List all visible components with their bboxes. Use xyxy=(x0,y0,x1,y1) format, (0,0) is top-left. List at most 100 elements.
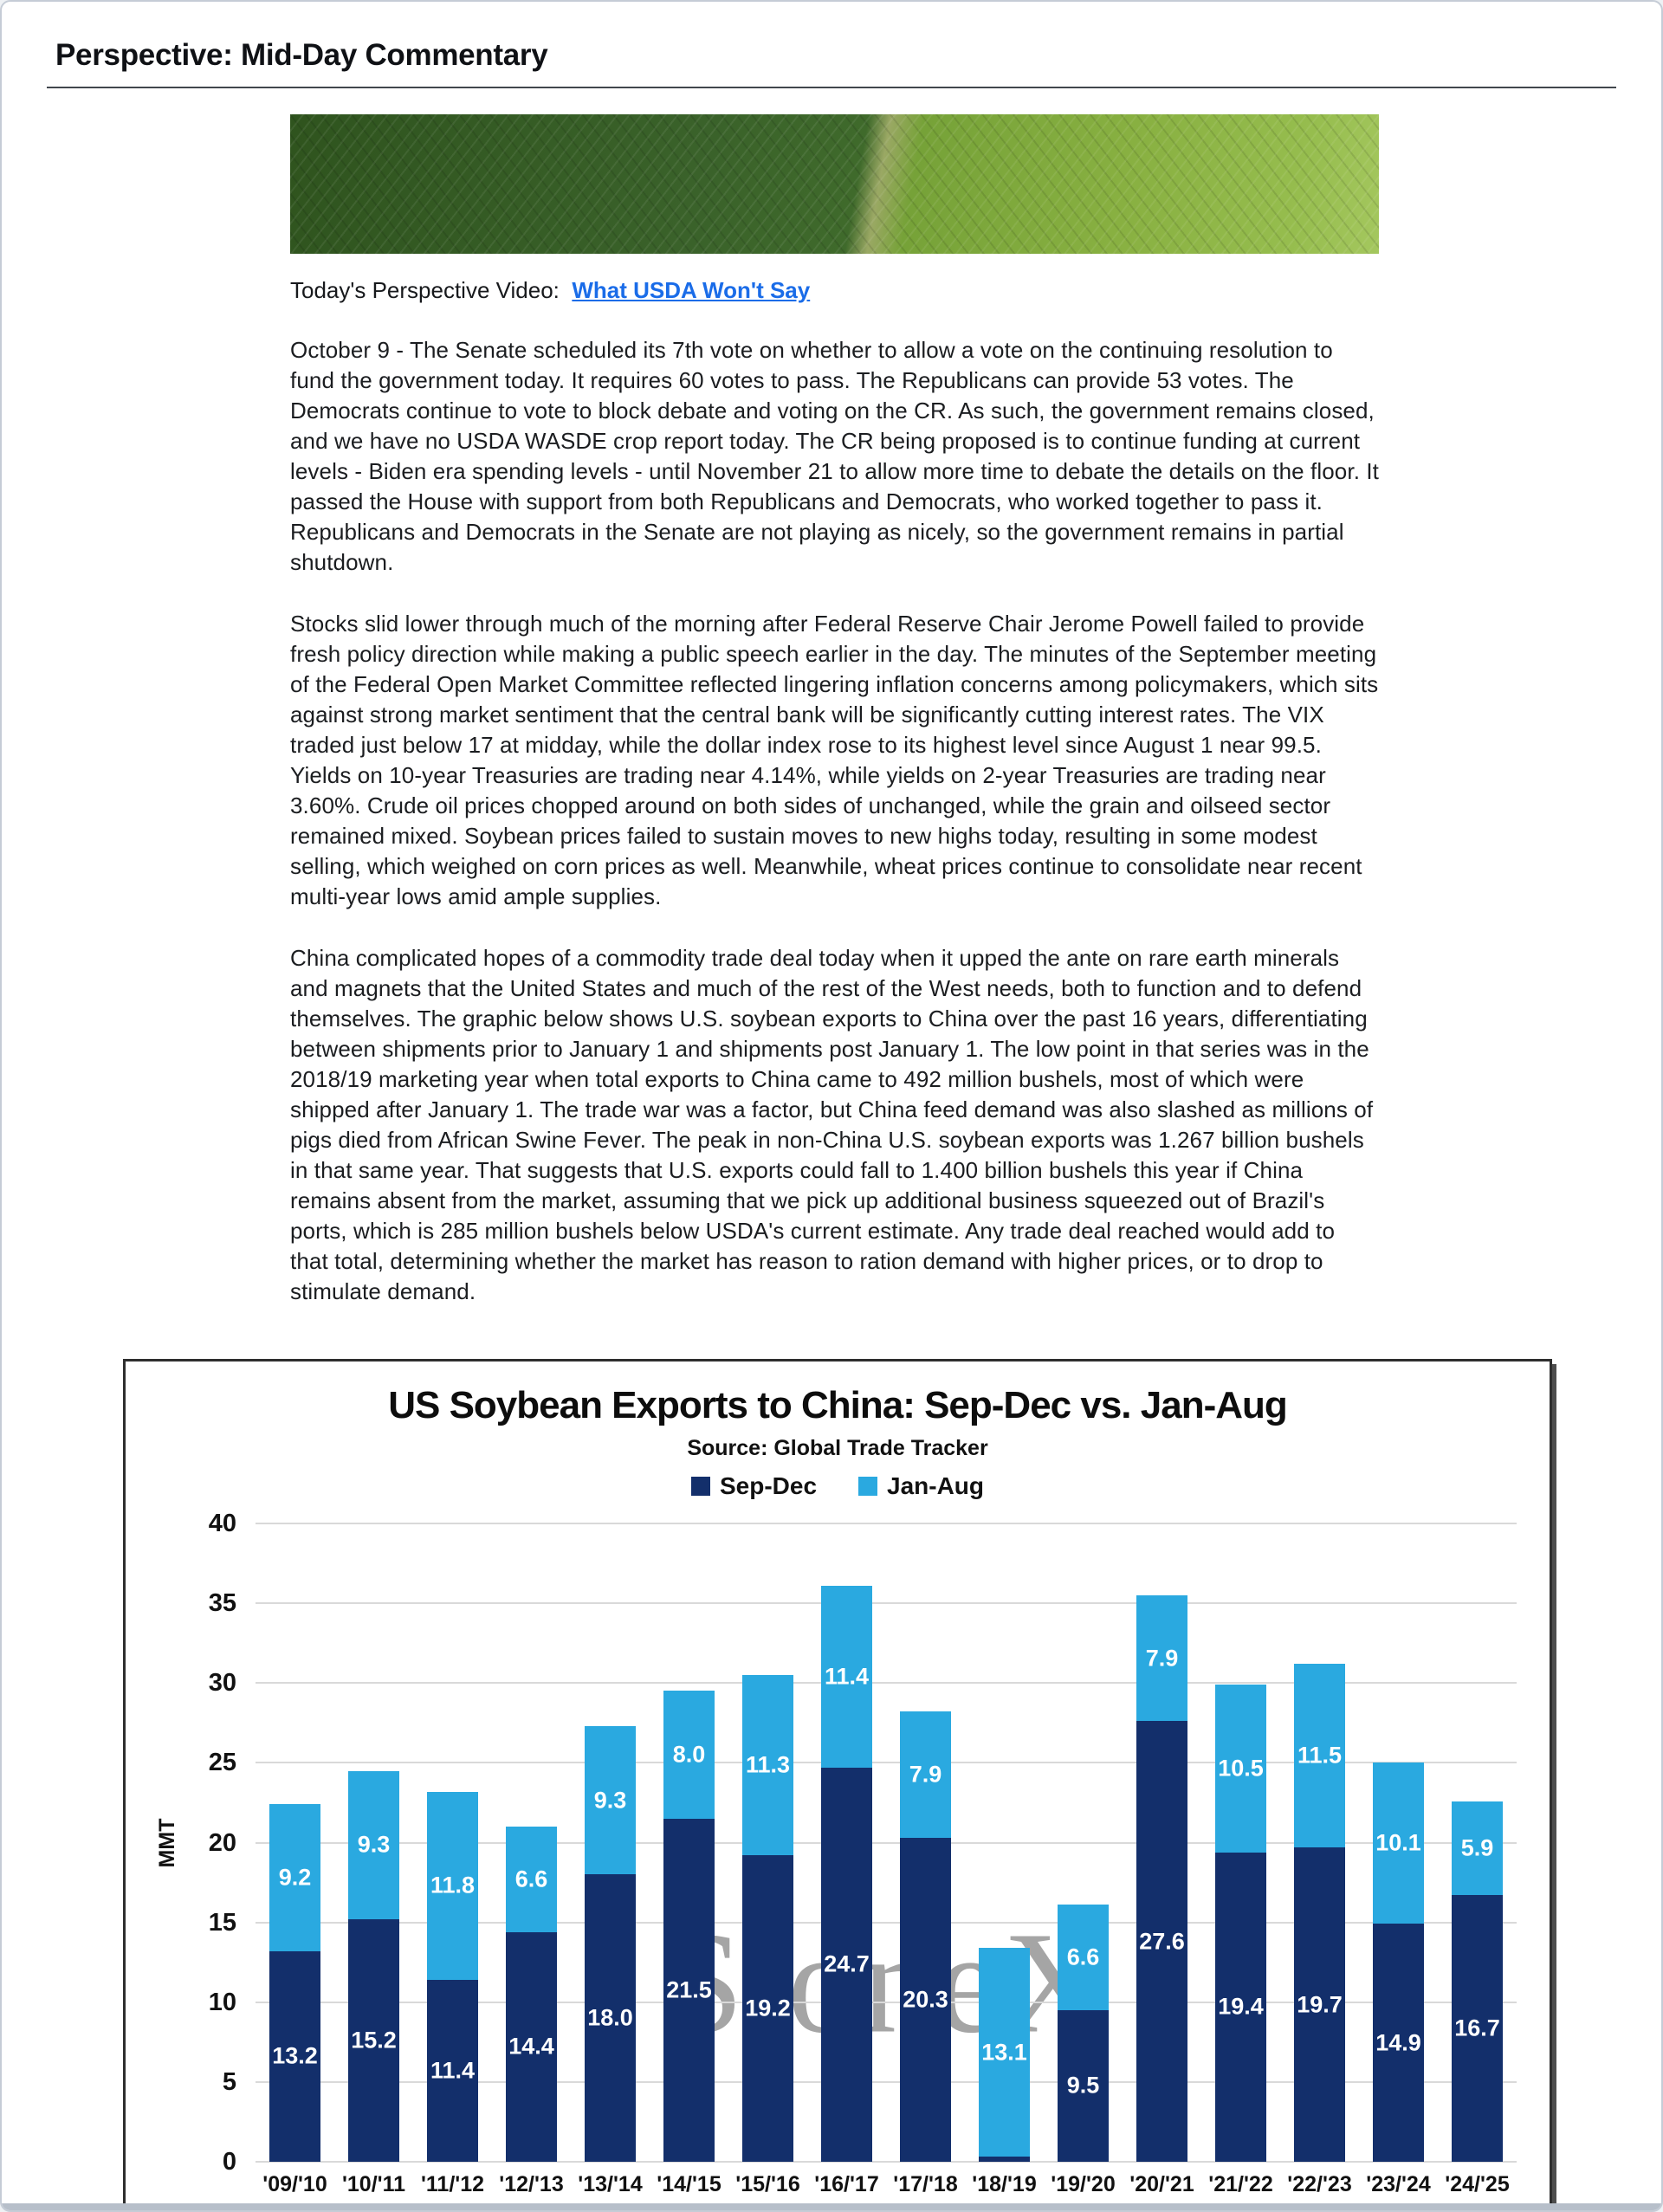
value-label: 13.2 xyxy=(272,2042,318,2069)
chart-source: Source: Global Trade Tracker xyxy=(687,1436,988,1460)
bar-segment-jan-aug: 11.3 xyxy=(742,1675,793,1856)
legend-item-sep-dec: Sep-Dec xyxy=(690,1472,817,1500)
bar-segment-sep-dec: 19.7 xyxy=(1294,1847,1345,2162)
value-label: 8.0 xyxy=(672,1741,706,1768)
gridline xyxy=(256,2001,1517,2003)
x-axis-label: '11/'12 xyxy=(420,2172,485,2196)
article-content: Today's Perspective Video: What USDA Won… xyxy=(290,114,1379,1307)
video-link[interactable]: What USDA Won't Say xyxy=(572,277,811,303)
x-axis-label: '23/'24 xyxy=(1366,2172,1431,2196)
plot-area: MMT StoneX 0 5 10 15 20 25 30 35 40 13.2 9.2'09/'1… xyxy=(155,1510,1517,2196)
stonex-watermark: StoneX xyxy=(663,1902,1110,2064)
x-axis-label: '14/'15 xyxy=(657,2172,721,2196)
stacked-bar-1213: 14.4 6.6 xyxy=(492,1827,571,2162)
value-label: 19.4 xyxy=(1218,1993,1264,2020)
stacked-bar-1617: 24.7 11.4 xyxy=(807,1585,886,2162)
value-label: 15.2 xyxy=(351,2027,397,2054)
stacked-bar-2324: 14.9 10.1 xyxy=(1359,1762,1438,2162)
page-title: Perspective: Mid-Day Commentary xyxy=(55,38,548,72)
value-label: 9.5 xyxy=(1066,2072,1100,2099)
stacked-bar-1718: 20.3 7.9 xyxy=(886,1711,965,2162)
bar-segment-jan-aug: 11.5 xyxy=(1294,1664,1345,1848)
value-label: 16.7 xyxy=(1454,2015,1500,2041)
stacked-bar-2223: 19.7 11.5 xyxy=(1280,1664,1359,2162)
title-divider xyxy=(47,87,1616,88)
bar-segment-sep-dec: 27.6 xyxy=(1136,1721,1187,2162)
value-label: 18.0 xyxy=(587,2004,633,2031)
bar-segment-sep-dec: 16.7 xyxy=(1452,1895,1503,2162)
x-axis-label: '09/'10 xyxy=(262,2172,327,2196)
value-label: 9.2 xyxy=(278,1864,312,1891)
value-label: 11.4 xyxy=(824,1663,870,1690)
bar-segment-jan-aug: 9.3 xyxy=(585,1726,636,1875)
x-axis-label: '19/'20 xyxy=(1051,2172,1116,2196)
value-label: 20.3 xyxy=(903,1986,948,2013)
bar-segment-sep-dec: 9.5 xyxy=(1058,2009,1109,2162)
video-line-label: Today's Perspective Video: xyxy=(290,277,560,303)
legend-swatch-sep-dec xyxy=(690,1477,710,1496)
value-label: 13.1 xyxy=(981,2039,1027,2066)
x-axis-label: '13/'14 xyxy=(578,2172,643,2196)
gridline xyxy=(256,1682,1517,1685)
stacked-bar-1920: 9.5 6.6 xyxy=(1044,1905,1123,2162)
bar-segment-sep-dec: 19.4 xyxy=(1215,1852,1266,2162)
bar-segment-sep-dec: 15.2 xyxy=(348,1918,399,2162)
bar-segment-jan-aug: 13.1 xyxy=(979,1948,1030,2157)
bar-segment-sep-dec: 19.2 xyxy=(742,1855,793,2162)
gridline xyxy=(256,1921,1517,1924)
x-axis-label: '15/'16 xyxy=(735,2172,800,2196)
paragraph-china-soybeans: China complicated hopes of a commodity t… xyxy=(290,945,1374,1304)
video-line: Today's Perspective Video: What USDA Won… xyxy=(290,277,1379,304)
value-label: 11.4 xyxy=(430,2057,476,2084)
value-label: 19.2 xyxy=(745,1995,791,2021)
gridline xyxy=(256,1523,1517,1524)
value-label: 11.8 xyxy=(430,1872,476,1898)
y-axis-tick-label: 25 xyxy=(208,1749,236,1777)
farm-field-aerial-image xyxy=(290,114,1379,254)
y-axis-tick-label: 30 xyxy=(208,1669,236,1698)
value-label: 10.1 xyxy=(1375,1829,1421,1856)
value-label: 7.9 xyxy=(909,1761,942,1788)
bar-segment-sep-dec: 14.9 xyxy=(1373,1924,1424,2162)
stacked-bar-2122: 19.4 10.5 xyxy=(1201,1685,1280,2162)
y-axis-tick-label: 5 xyxy=(222,2067,236,2096)
bar-segment-jan-aug: 8.0 xyxy=(663,1691,715,1819)
x-axis-label: '18/'19 xyxy=(972,2172,1037,2196)
x-axis-label: '24/'25 xyxy=(1445,2172,1510,2196)
bar-segment-sep-dec: 13.2 xyxy=(269,1950,320,2162)
bar-segment-sep-dec: 0.3 xyxy=(979,2121,1030,2162)
stacked-bar-1516: 19.2 11.3 xyxy=(728,1675,807,2162)
y-axis-tick-label: 0 xyxy=(222,2148,236,2176)
bar-segment-sep-dec: 21.5 xyxy=(663,1818,715,2162)
x-axis-label: '21/'22 xyxy=(1208,2172,1273,2196)
stacked-bar-2021: 27.6 7.9 xyxy=(1123,1594,1201,2162)
y-axis-tick-label: 40 xyxy=(208,1510,236,1537)
stacked-bar-1819: 0.3 13.1 xyxy=(965,1948,1044,2162)
value-label: 11.3 xyxy=(745,1751,791,1778)
value-label: 6.6 xyxy=(514,1866,548,1892)
stacked-bar-1415: 21.5 8.0 xyxy=(650,1691,728,2162)
bar-segment-sep-dec: 20.3 xyxy=(900,1837,951,2162)
value-label: 27.6 xyxy=(1139,1928,1185,1955)
gridline xyxy=(256,2161,1517,2163)
value-label: 21.5 xyxy=(666,1976,712,2003)
gridline xyxy=(256,1602,1517,1605)
bar-segment-sep-dec: 24.7 xyxy=(821,1767,872,2162)
value-label: 14.4 xyxy=(508,2033,554,2060)
paragraph-markets: Stocks slid lower through much of the mo… xyxy=(290,611,1379,909)
stacked-bar-2425: 16.7 5.9 xyxy=(1438,1801,1517,2162)
x-axis-label: '12/'13 xyxy=(499,2172,564,2196)
chart-legend: Sep-Dec Jan-Aug xyxy=(126,1472,1550,1500)
x-axis-label: '20/'21 xyxy=(1129,2172,1194,2196)
soybean-exports-chart: US Soybean Exports to China: Sep-Dec vs.… xyxy=(123,1359,1552,2210)
bar-segment-jan-aug: 10.1 xyxy=(1373,1762,1424,1924)
y-axis-tick-label: 35 xyxy=(208,1589,236,1618)
bar-segment-jan-aug: 10.5 xyxy=(1215,1685,1266,1853)
legend-label-jan-aug: Jan-Aug xyxy=(887,1472,985,1499)
bar-segment-jan-aug: 5.9 xyxy=(1452,1801,1503,1896)
value-label: 24.7 xyxy=(824,1950,870,1977)
stacked-bar-1314: 18.0 9.3 xyxy=(571,1726,650,2162)
x-axis-label: '10/'11 xyxy=(341,2172,406,2196)
value-label: 7.9 xyxy=(1145,1645,1179,1672)
